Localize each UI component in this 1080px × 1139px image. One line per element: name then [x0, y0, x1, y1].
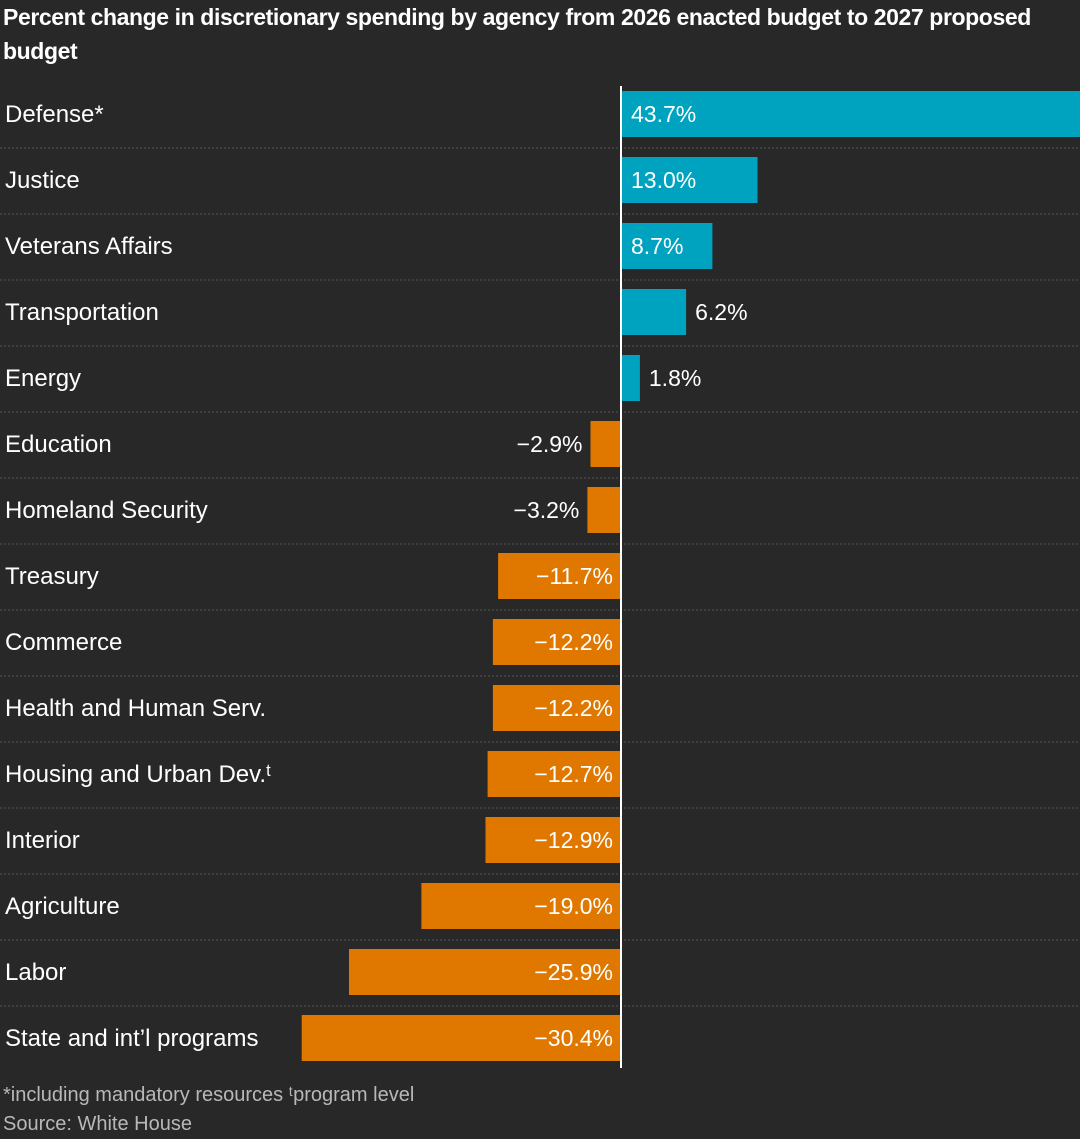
footnote: *including mandatory resources ᵗprogram …	[3, 1081, 414, 1139]
value-label: −12.2%	[534, 629, 613, 655]
bar	[590, 421, 621, 467]
bar	[492, 619, 621, 665]
bar	[485, 817, 621, 863]
bar	[621, 157, 758, 203]
value-label: 6.2%	[695, 299, 747, 325]
source-note: Source: White House	[3, 1113, 192, 1135]
value-label: −11.7%	[536, 563, 613, 589]
category-label: Labor	[5, 959, 66, 986]
category-label: Health and Human Serv.	[5, 695, 266, 722]
category-label: Agriculture	[5, 893, 120, 920]
bar	[487, 751, 621, 797]
category-label: Housing and Urban Dev.ᵗ	[5, 761, 271, 788]
row-separators	[0, 147, 1080, 1007]
category-label: Commerce	[5, 629, 122, 656]
value-label: −2.9%	[517, 431, 583, 457]
value-label: −12.7%	[534, 761, 613, 787]
category-label: Interior	[5, 827, 80, 854]
value-label: −30.4%	[534, 1025, 613, 1051]
category-label: Veterans Affairs	[5, 233, 173, 260]
chart-title: Percent change in discretionary spending…	[3, 4, 1031, 64]
category-label: Transportation	[5, 299, 159, 326]
bar	[498, 553, 621, 599]
bar	[621, 91, 1080, 137]
value-label: 8.7%	[631, 233, 683, 259]
category-label: Homeland Security	[5, 497, 208, 524]
bar	[621, 223, 713, 269]
bar	[301, 1015, 621, 1061]
value-label: 13.0%	[631, 167, 696, 193]
category-label: Education	[5, 431, 112, 458]
value-label: −12.2%	[534, 695, 613, 721]
category-label: Energy	[5, 365, 81, 392]
bar	[421, 883, 621, 929]
bar	[587, 487, 621, 533]
category-label: Treasury	[5, 563, 99, 590]
category-labels: Defense* Justice Veterans Affairs Transport…	[5, 101, 271, 1052]
footnote-note: *including mandatory resources ᵗprogram …	[3, 1084, 415, 1106]
value-label: −19.0%	[534, 893, 613, 919]
value-labels: 43.7% 13.0% 8.7% 6.2% 1.8% −2.9% −3.2% −11.7% −1…	[514, 101, 748, 1051]
category-label: Justice	[5, 167, 80, 194]
bar	[621, 355, 640, 401]
value-label: −3.2%	[514, 497, 580, 523]
value-label: −25.9%	[534, 959, 613, 985]
value-label: −12.9%	[534, 827, 613, 853]
bar	[492, 685, 621, 731]
value-label: 1.8%	[649, 365, 701, 391]
bar	[349, 949, 621, 995]
value-label: 43.7%	[631, 101, 696, 127]
category-label: Defense*	[5, 101, 104, 128]
bars-group	[301, 91, 1080, 1061]
category-label: State and int’l programs	[5, 1025, 258, 1052]
bar	[621, 289, 687, 335]
